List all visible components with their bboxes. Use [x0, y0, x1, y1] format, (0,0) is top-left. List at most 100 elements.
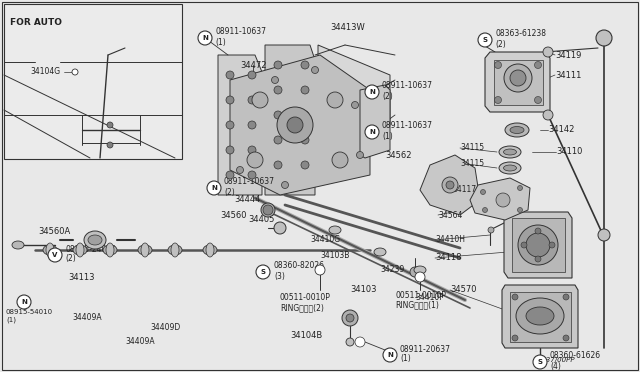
Text: 08360-82026: 08360-82026 — [274, 262, 325, 270]
Text: 34103B: 34103B — [320, 250, 349, 260]
Circle shape — [48, 248, 62, 262]
Text: 08911-20637: 08911-20637 — [400, 344, 451, 353]
Circle shape — [563, 335, 569, 341]
Bar — [4, 4, 182, 159]
Text: N: N — [21, 299, 27, 305]
Polygon shape — [218, 55, 262, 195]
Text: 34115: 34115 — [460, 158, 484, 167]
Circle shape — [365, 125, 379, 139]
Circle shape — [543, 47, 553, 57]
Text: N: N — [387, 352, 393, 358]
Circle shape — [518, 225, 558, 265]
Ellipse shape — [168, 245, 182, 255]
Polygon shape — [318, 45, 390, 155]
Circle shape — [274, 222, 286, 234]
Circle shape — [252, 92, 268, 108]
Circle shape — [301, 61, 309, 69]
Circle shape — [72, 69, 78, 75]
Circle shape — [346, 314, 354, 322]
Ellipse shape — [206, 243, 214, 257]
Circle shape — [488, 227, 494, 233]
Ellipse shape — [510, 126, 524, 134]
Circle shape — [226, 71, 234, 79]
Circle shape — [237, 167, 243, 173]
Text: 34570: 34570 — [450, 285, 477, 295]
Circle shape — [274, 111, 282, 119]
Text: 00511-0010P: 00511-0010P — [395, 291, 446, 299]
Circle shape — [518, 208, 522, 212]
Circle shape — [301, 136, 309, 144]
Circle shape — [481, 189, 486, 195]
Text: 34562: 34562 — [385, 151, 412, 160]
Text: 34104G: 34104G — [30, 67, 60, 77]
Circle shape — [301, 111, 309, 119]
Circle shape — [483, 208, 488, 212]
Circle shape — [355, 337, 365, 347]
Circle shape — [332, 152, 348, 168]
Ellipse shape — [526, 307, 554, 325]
Polygon shape — [510, 292, 571, 342]
Ellipse shape — [46, 243, 54, 257]
Ellipse shape — [374, 248, 386, 256]
Polygon shape — [420, 155, 480, 215]
Ellipse shape — [141, 243, 149, 257]
Text: 34472: 34472 — [240, 61, 266, 70]
Circle shape — [274, 86, 282, 94]
Circle shape — [518, 186, 522, 190]
Circle shape — [549, 242, 555, 248]
Ellipse shape — [499, 146, 521, 158]
Text: 34115: 34115 — [460, 144, 484, 153]
Circle shape — [226, 171, 234, 179]
Circle shape — [282, 182, 289, 189]
Text: (3): (3) — [274, 272, 285, 280]
Circle shape — [287, 117, 303, 133]
Ellipse shape — [84, 231, 106, 249]
Text: 34564: 34564 — [438, 211, 462, 219]
Text: 34560A: 34560A — [38, 228, 70, 237]
Circle shape — [521, 242, 527, 248]
Text: 34110: 34110 — [556, 148, 582, 157]
Circle shape — [356, 151, 364, 158]
Text: S: S — [260, 269, 266, 275]
Ellipse shape — [329, 226, 341, 234]
Text: 34103: 34103 — [350, 285, 376, 295]
Text: 34119: 34119 — [555, 51, 581, 60]
Circle shape — [107, 122, 113, 128]
Circle shape — [535, 228, 541, 234]
Text: 34405: 34405 — [248, 215, 275, 224]
Text: 08911-10637: 08911-10637 — [215, 28, 266, 36]
Circle shape — [536, 358, 544, 366]
Circle shape — [596, 30, 612, 46]
Circle shape — [274, 161, 282, 169]
Text: 08915-24010: 08915-24010 — [65, 244, 116, 253]
Ellipse shape — [43, 245, 57, 255]
Circle shape — [271, 77, 278, 83]
Circle shape — [207, 181, 221, 195]
Circle shape — [535, 256, 541, 262]
Ellipse shape — [103, 245, 117, 255]
Text: N: N — [202, 35, 208, 41]
Circle shape — [277, 107, 313, 143]
Text: FOR AUTO: FOR AUTO — [10, 18, 62, 27]
Circle shape — [342, 310, 358, 326]
Ellipse shape — [504, 165, 516, 171]
Circle shape — [534, 61, 541, 68]
Circle shape — [510, 70, 526, 86]
Circle shape — [346, 338, 354, 346]
Circle shape — [512, 335, 518, 341]
Text: 08911-10637: 08911-10637 — [224, 177, 275, 186]
Circle shape — [248, 146, 256, 154]
Circle shape — [274, 61, 282, 69]
Circle shape — [256, 265, 270, 279]
Circle shape — [479, 34, 491, 46]
Text: S: S — [483, 37, 488, 43]
Ellipse shape — [88, 235, 102, 245]
Circle shape — [563, 294, 569, 300]
Circle shape — [247, 152, 263, 168]
Polygon shape — [512, 218, 565, 272]
Ellipse shape — [76, 243, 84, 257]
Circle shape — [248, 121, 256, 129]
Text: 34410H: 34410H — [435, 235, 465, 244]
Text: (2): (2) — [224, 187, 235, 196]
Circle shape — [248, 96, 256, 104]
